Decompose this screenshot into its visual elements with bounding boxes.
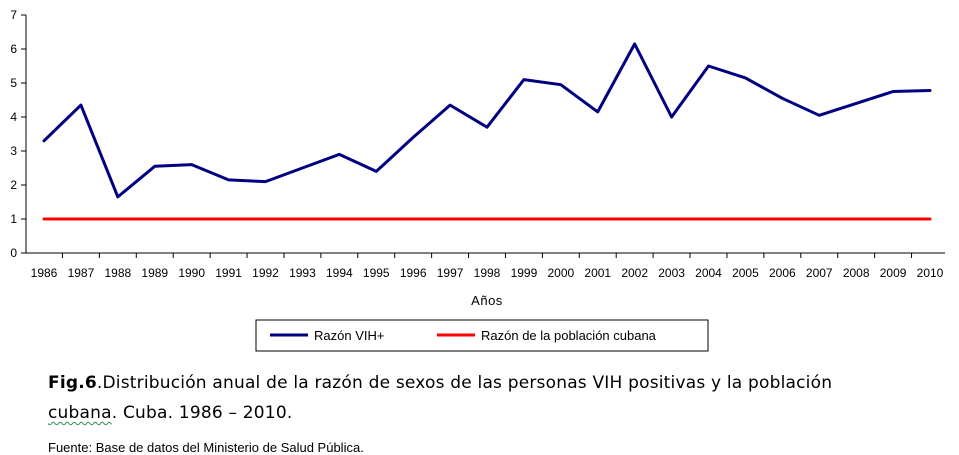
x-tick-label: 1995 (363, 266, 390, 280)
x-tick-label: 1997 (437, 266, 464, 280)
caption-spellcheck-word: cubana (48, 403, 112, 423)
y-tick-label: 1 (10, 212, 17, 226)
legend: Razón VIH+ Razón de la población cubana (255, 319, 709, 352)
x-tick-label: 2008 (843, 266, 870, 280)
x-tick-label: 1989 (141, 266, 168, 280)
x-tick-label: 2000 (547, 266, 574, 280)
x-tick-label: 1991 (215, 266, 242, 280)
figure-label: Fig.6 (48, 373, 97, 393)
x-tick-label: 1993 (289, 266, 316, 280)
x-tick-label: 2003 (658, 266, 685, 280)
x-tick-label: 2007 (806, 266, 833, 280)
x-tick-label: 1987 (68, 266, 95, 280)
y-tick-label: 6 (10, 42, 17, 56)
y-axis: 0 1 2 3 4 5 6 7 (10, 8, 27, 260)
x-axis: 1986 1987 1988 1989 1990 1991 1992 1993 1994 1995… (26, 252, 945, 280)
legend-label-razon-poblacion: Razón de la población cubana (481, 328, 657, 343)
x-tick-label: 1994 (326, 266, 353, 280)
x-tick-label: 1996 (400, 266, 427, 280)
x-tick-label: 2009 (880, 266, 907, 280)
y-tick-label: 7 (10, 8, 17, 22)
y-tick-label: 2 (10, 178, 17, 192)
x-tick-label: 2001 (584, 266, 611, 280)
y-tick-label: 3 (10, 144, 17, 158)
x-tick-label: 1992 (252, 266, 279, 280)
x-tick-label: 1998 (474, 266, 501, 280)
x-tick-label: 2004 (695, 266, 722, 280)
source-note: Fuente: Base de datos del Ministerio de … (48, 440, 364, 455)
figure-caption: Fig.6.Distribución anual de la razón de … (48, 368, 938, 428)
x-tick-label: 2002 (621, 266, 648, 280)
line-chart: 0 1 2 3 4 5 6 7 1986 1987 1988 1989 1990 1991 1992 199… (10, 8, 945, 352)
y-tick-label: 4 (10, 110, 17, 124)
x-tick-label: 1986 (31, 266, 58, 280)
x-tick-label: 2006 (769, 266, 796, 280)
series-line-0 (42, 42, 932, 199)
x-tick-label: 2005 (732, 266, 759, 280)
series-layer (42, 42, 932, 221)
y-tick-label: 0 (10, 246, 17, 260)
x-tick-label: 2010 (917, 266, 944, 280)
caption-line-2: . Cuba. 1986 – 2010. (111, 403, 293, 423)
y-tick-label: 5 (10, 76, 17, 90)
x-axis-title: Años (471, 293, 503, 308)
x-tick-label: 1990 (178, 266, 205, 280)
x-tick-label: 1988 (104, 266, 131, 280)
caption-line-1: .Distribución anual de la razón de sexos… (96, 373, 833, 393)
legend-box (255, 319, 709, 352)
legend-label-razon-vih: Razón VIH+ (314, 328, 384, 343)
x-tick-label: 1999 (511, 266, 538, 280)
